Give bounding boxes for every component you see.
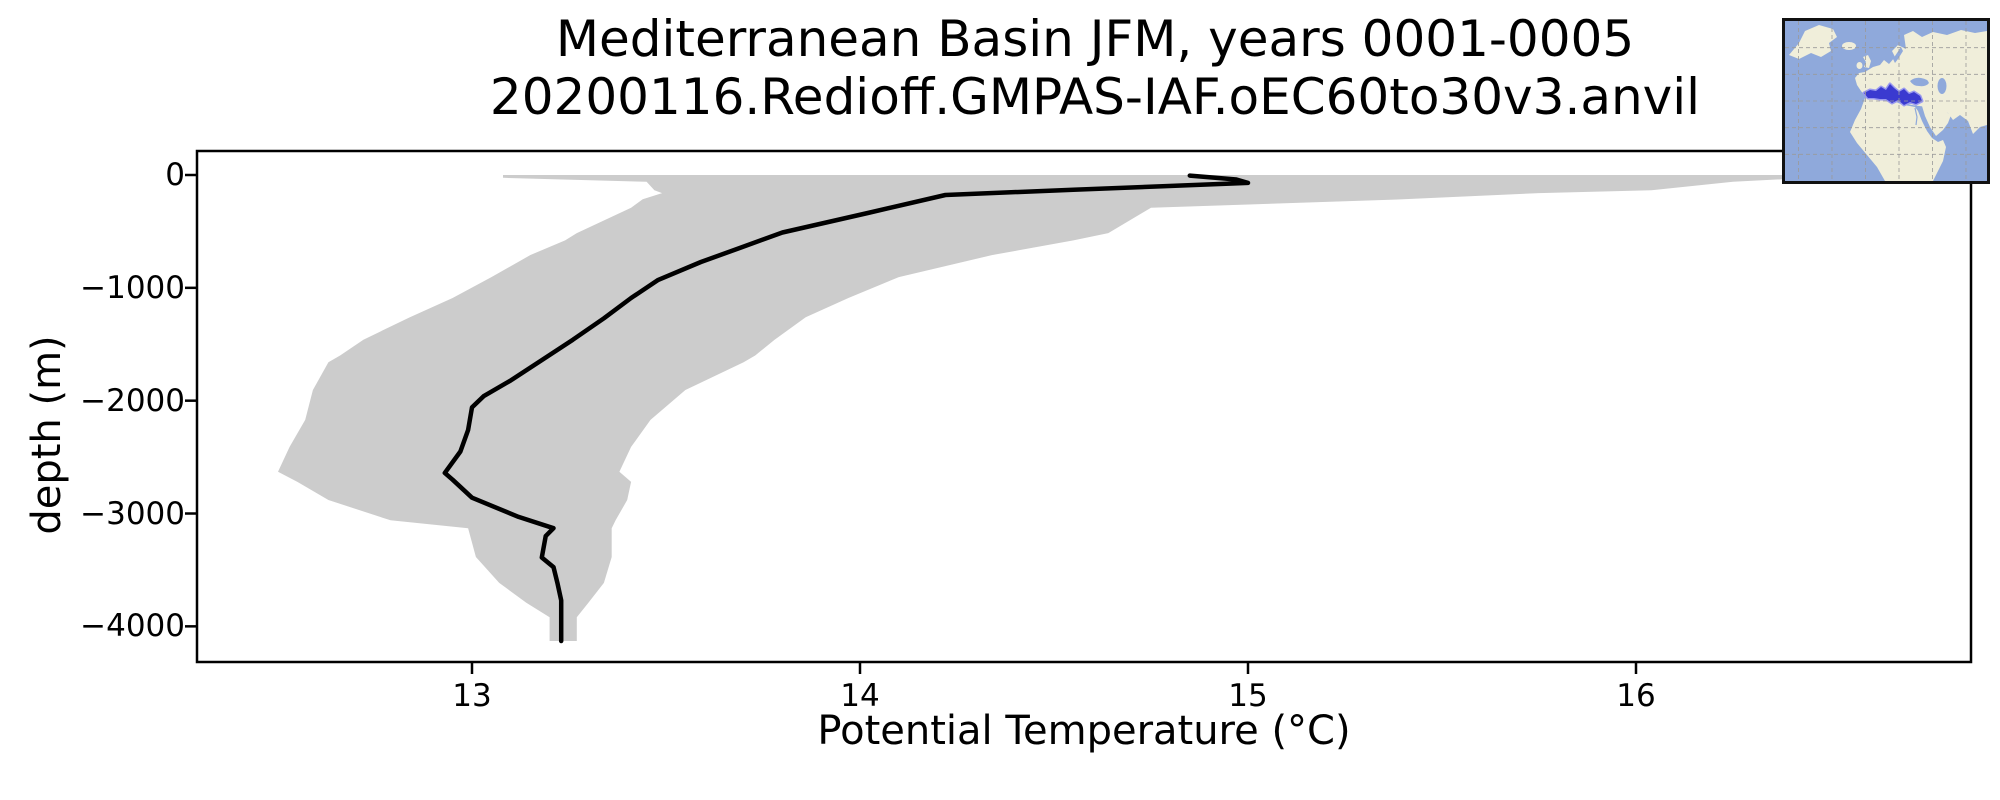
landmass-uk	[1863, 55, 1871, 68]
map-gridlines	[1785, 21, 1987, 181]
landmass-africa	[1850, 97, 1946, 181]
mean-profile-line	[442, 173, 1251, 644]
black-sea	[1910, 77, 1929, 87]
y-tick-label: −1000	[80, 269, 185, 306]
chart-subtitle: 20200116.Redioff.GMPAS-IAF.oEC60to30v3.a…	[489, 68, 1701, 126]
x-axis-label: Potential Temperature (°C)	[817, 708, 1351, 754]
y-tick-label: 0	[165, 157, 185, 193]
y-tick-label: −2000	[80, 382, 185, 419]
x-tick-label: 15	[1228, 678, 1268, 714]
landmass-greenland	[1789, 25, 1837, 59]
range-band	[278, 175, 1842, 641]
nile-river	[1914, 107, 1918, 126]
x-tick-label: 13	[452, 678, 492, 714]
mediterranean-highlight	[1862, 82, 1924, 107]
landmass-ireland	[1856, 62, 1863, 69]
x-tick-label: 16	[1616, 678, 1656, 714]
plot-border	[195, 149, 1973, 664]
y-tick-label: −3000	[80, 495, 185, 532]
y-tick-label: −4000	[80, 608, 185, 645]
landmass-iceland	[1842, 42, 1856, 50]
chart-title: Mediterranean Basin JFM, years 0001-0005	[555, 10, 1635, 68]
x-tick-label: 14	[840, 678, 880, 714]
landmass-arabia	[1922, 104, 1951, 136]
caspian-sea	[1937, 78, 1947, 94]
baltic-sea	[1893, 47, 1903, 63]
inset-map	[1782, 18, 1990, 184]
